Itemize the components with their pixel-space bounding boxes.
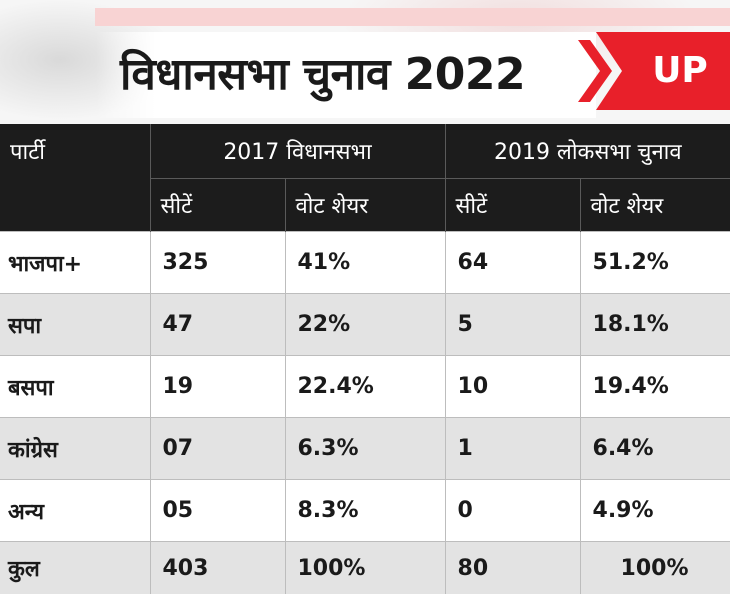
seats-2019: 64 xyxy=(445,232,580,294)
state-badge: UP xyxy=(578,32,730,110)
seats-header-2017: सीटें xyxy=(150,179,285,232)
header: विधानसभा चुनाव 2022 UP xyxy=(0,32,730,118)
seats-2017: 07 xyxy=(150,418,285,480)
vote-share-2017: 22% xyxy=(285,294,445,356)
table-row: अन्य 05 8.3% 0 4.9% xyxy=(0,480,730,542)
party-name: भाजपा+ xyxy=(0,232,150,294)
seats-2019: 80 xyxy=(445,542,580,594)
table-row: भाजपा+ 325 41% 64 51.2% xyxy=(0,232,730,294)
header-row-groups: पार्टी 2017 विधानसभा 2019 लोकसभा चुनाव xyxy=(0,124,730,179)
top-decor-strip xyxy=(95,8,730,26)
page-title: विधानसभा चुनाव 2022 xyxy=(120,38,525,112)
badge-label: UP xyxy=(630,32,730,110)
seats-header-2019: सीटें xyxy=(445,179,580,232)
party-name: कांग्रेस xyxy=(0,418,150,480)
party-name: सपा xyxy=(0,294,150,356)
party-column-header: पार्टी xyxy=(0,124,150,179)
vote-share-header-2019: वोट शेयर xyxy=(580,179,730,232)
seats-2017: 47 xyxy=(150,294,285,356)
group-header-2019: 2019 लोकसभा चुनाव xyxy=(445,124,730,179)
vote-share-2017: 100% xyxy=(285,542,445,594)
table-row-total: कुल 403 100% 80 100% xyxy=(0,542,730,594)
seats-2019: 0 xyxy=(445,480,580,542)
party-name: कुल xyxy=(0,542,150,594)
party-header-spacer xyxy=(0,179,150,232)
vote-share-2019: 4.9% xyxy=(580,480,730,542)
vote-share-2019: 51.2% xyxy=(580,232,730,294)
vote-share-2019: 6.4% xyxy=(580,418,730,480)
seats-2017: 403 xyxy=(150,542,285,594)
seats-2017: 325 xyxy=(150,232,285,294)
header-row-subcolumns: सीटें वोट शेयर सीटें वोट शेयर xyxy=(0,179,730,232)
seats-2017: 05 xyxy=(150,480,285,542)
vote-share-header-2017: वोट शेयर xyxy=(285,179,445,232)
vote-share-2019: 19.4% xyxy=(580,356,730,418)
vote-share-2017: 6.3% xyxy=(285,418,445,480)
seats-2019: 1 xyxy=(445,418,580,480)
vote-share-2019: 18.1% xyxy=(580,294,730,356)
table-row: बसपा 19 22.4% 10 19.4% xyxy=(0,356,730,418)
group-header-2017: 2017 विधानसभा xyxy=(150,124,445,179)
party-name: बसपा xyxy=(0,356,150,418)
seats-2019: 5 xyxy=(445,294,580,356)
seats-2019: 10 xyxy=(445,356,580,418)
results-table: पार्टी 2017 विधानसभा 2019 लोकसभा चुनाव स… xyxy=(0,124,730,594)
seats-2017: 19 xyxy=(150,356,285,418)
vote-share-2017: 8.3% xyxy=(285,480,445,542)
vote-share-2017: 22.4% xyxy=(285,356,445,418)
vote-share-2017: 41% xyxy=(285,232,445,294)
vote-share-2019: 100% xyxy=(580,542,730,594)
party-name: अन्य xyxy=(0,480,150,542)
table-row: सपा 47 22% 5 18.1% xyxy=(0,294,730,356)
table-row: कांग्रेस 07 6.3% 1 6.4% xyxy=(0,418,730,480)
